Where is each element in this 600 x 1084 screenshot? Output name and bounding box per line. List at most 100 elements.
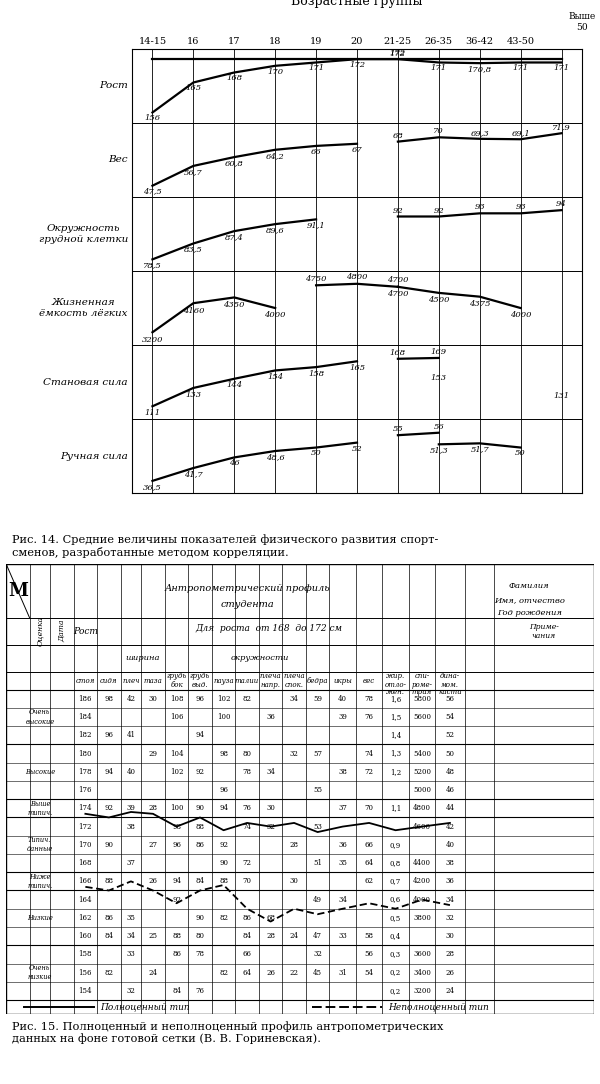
Text: 56: 56 [433,423,444,430]
Text: 166: 166 [79,877,92,886]
Text: 32: 32 [127,986,136,995]
Text: 46: 46 [445,786,454,795]
Text: 49: 49 [313,895,322,904]
Text: 80: 80 [196,932,205,940]
Text: 158: 158 [308,370,324,378]
Text: 100: 100 [217,713,230,721]
Text: 36,5: 36,5 [143,482,162,491]
Text: 1,5: 1,5 [390,713,401,721]
Text: таза: таза [143,676,163,685]
Text: 4700: 4700 [387,276,409,284]
Text: 4800: 4800 [346,273,368,281]
Text: 34: 34 [266,767,275,776]
Text: 83,5: 83,5 [184,245,203,254]
Text: 93: 93 [475,204,485,211]
Text: 29: 29 [149,749,157,758]
Text: 26: 26 [149,877,157,886]
Text: 1,6: 1,6 [390,695,401,702]
Text: 64: 64 [365,860,374,867]
Text: Выше: Выше [568,12,596,21]
Text: 94: 94 [172,877,181,886]
Text: 171: 171 [512,64,529,73]
Text: ширина: ширина [125,654,160,662]
Text: Рост: Рост [73,627,98,635]
Text: 69,1: 69,1 [511,129,530,138]
Text: 94: 94 [196,732,205,739]
Text: 94: 94 [556,201,567,208]
Text: Неполноценный тип: Неполноценный тип [388,1003,489,1011]
Text: 56: 56 [365,951,374,958]
Text: жен.: жен. [386,688,405,696]
Text: 24: 24 [290,932,299,940]
Text: 156: 156 [145,115,161,122]
Text: 26: 26 [266,969,275,977]
Text: 170: 170 [79,841,92,849]
Text: 89,6: 89,6 [266,227,284,234]
Text: Вес: Вес [109,155,128,165]
Text: 56: 56 [445,695,454,702]
Text: 50: 50 [445,749,454,758]
Text: 72: 72 [242,860,251,867]
Text: плеч: плеч [122,676,140,685]
Text: Ниже
типич.: Ниже типич. [27,873,52,890]
Text: Очень
высокие: Очень высокие [25,709,55,725]
Text: 41: 41 [127,732,136,739]
Text: 0,6: 0,6 [390,895,401,904]
Text: 34: 34 [338,895,347,904]
Text: 178: 178 [79,767,92,776]
Text: 92: 92 [433,207,444,215]
Text: 59: 59 [313,695,322,702]
Text: 96: 96 [196,695,205,702]
Text: 38: 38 [338,767,347,776]
Text: 34: 34 [290,695,299,702]
Text: 76: 76 [365,713,374,721]
Text: 30: 30 [266,804,275,812]
Text: 4000: 4000 [510,311,532,320]
Text: 156: 156 [79,969,92,977]
Text: 38: 38 [446,860,454,867]
Text: 170,8: 170,8 [467,65,492,73]
Text: 170: 170 [267,67,283,76]
Text: 82: 82 [242,695,251,702]
Text: Очень
низкие: Очень низкие [28,964,52,981]
Text: 30: 30 [290,877,299,886]
Text: 27: 27 [149,841,157,849]
Text: дина-: дина- [440,672,460,680]
Text: студента: студента [220,599,274,609]
Text: 0,4: 0,4 [390,932,401,940]
Text: 172: 172 [79,823,92,830]
Text: окружности: окружности [231,654,289,662]
Text: 53: 53 [313,823,322,830]
Text: 88: 88 [219,877,228,886]
Text: 68: 68 [392,131,403,140]
Text: 86: 86 [172,951,181,958]
Text: 174: 174 [79,804,92,812]
Text: 54: 54 [445,713,454,721]
Text: Типич.
данные: Типич. данные [26,836,53,853]
Text: 5000: 5000 [413,786,431,795]
Text: 39: 39 [338,713,347,721]
Text: 153: 153 [431,374,447,382]
Text: 180: 180 [79,749,92,758]
Text: трия: трия [412,688,432,696]
Text: 162: 162 [79,914,92,921]
Text: 144: 144 [226,382,242,389]
Text: 168: 168 [226,75,242,82]
Text: 154: 154 [79,986,92,995]
Text: 82: 82 [219,914,228,921]
Text: 94: 94 [219,804,228,812]
Text: 68: 68 [266,914,275,921]
Text: 1,3: 1,3 [390,749,401,758]
Text: 76: 76 [242,804,251,812]
Text: Дата: Дата [58,620,66,643]
Text: 78,5: 78,5 [143,261,162,269]
Text: 4000: 4000 [413,895,431,904]
Text: 56,7: 56,7 [184,168,203,176]
Text: 48: 48 [445,767,454,776]
Text: 111: 111 [145,409,161,417]
Text: 58: 58 [365,932,374,940]
Text: Окружность
грудной клетки: Окружность грудной клетки [38,224,128,244]
Text: бедра: бедра [307,676,328,685]
Text: Выше
типич.: Выше типич. [27,800,52,817]
Text: 98: 98 [219,749,228,758]
